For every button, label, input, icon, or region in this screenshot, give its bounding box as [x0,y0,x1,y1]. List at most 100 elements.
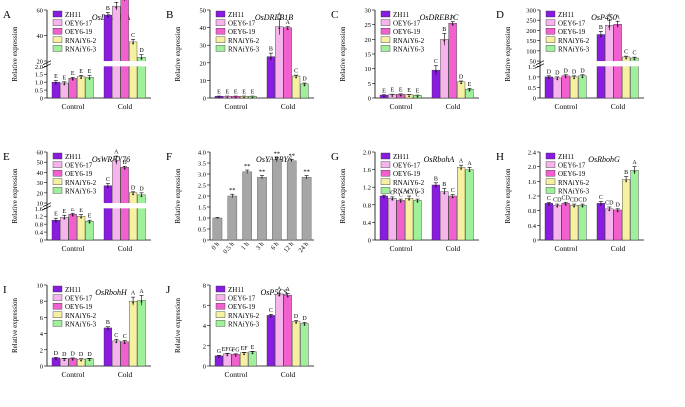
bar [570,204,579,241]
data-point [451,23,454,26]
significance-letter: D [564,68,569,74]
significance-letter: D [294,314,299,320]
axis-break-mark [535,63,545,68]
y-tick-label: 2.0 [528,164,536,171]
bar [292,75,301,99]
y-tick-label: 0 [533,96,536,103]
panel-title: OsDREB1C [420,13,459,22]
bar [137,194,146,241]
bar [553,204,562,241]
y-tick-label: 0 [40,364,43,371]
y-tick-label: 0.5 [528,85,536,92]
x-tick-label: Control [390,244,413,253]
data-point [399,94,402,97]
bar [448,23,457,99]
data-point [295,76,297,79]
data-point [71,358,74,361]
data-point [88,78,91,80]
legend-swatch [52,169,63,177]
significance-letter: A [459,159,464,165]
bar [112,340,121,367]
significance-letter: E [468,82,472,88]
legend-label: ZH11 [228,286,245,294]
legend-swatch [215,28,226,35]
y-tick-label: 0 [40,96,43,103]
bar [596,203,606,241]
panel-letter: I [3,284,7,296]
bar [440,191,449,241]
significance-letter: A [286,20,291,26]
bar [227,195,238,241]
y-tick-label: 8 [40,299,43,306]
significance-letter: A [467,161,472,167]
significance-letter: CD [605,201,614,207]
legend-label: RNAiY6-2 [558,37,590,45]
bar [275,26,284,99]
significance-letter: C [123,334,127,340]
bar [128,192,138,241]
significance-letter: D [139,48,144,54]
y-tick-label: 0.4 [528,223,537,230]
bar [300,323,309,367]
bar [266,56,276,99]
significance-letter: C [114,333,118,339]
significance-letter: C [547,196,551,202]
legend-swatch [52,285,63,293]
legend-swatch [52,36,63,43]
significance-letter: B [442,182,446,188]
significance-letter: C [294,69,298,75]
x-tick-label: 0.5 h [222,240,236,255]
data-point [270,57,272,60]
significance-mark: ** [288,153,295,160]
legend-swatch [52,303,63,310]
bar [212,217,223,241]
significance-letter: D [87,352,92,358]
significance-letter: C [390,190,394,196]
panel-c: C OsDREB1C Relative expression 0 5 10 15 20 25 30… [331,8,479,111]
x-tick-label: Control [62,370,85,379]
legend-label: OEY6-19 [228,28,256,36]
data-point [55,82,57,85]
panel-title: OsDREB1B [255,13,293,22]
data-point [278,27,281,30]
significance-letter: E [234,90,238,96]
legend-label: RNAiY6-2 [228,312,260,320]
bar [292,321,301,367]
bar [405,197,414,241]
x-tick-label: Cold [118,102,133,111]
significance-letter: A [616,15,621,21]
data-point [451,196,454,199]
significance-letter: E [62,209,66,215]
significance-letter: E [79,69,83,75]
significance-mark: ** [274,151,281,158]
x-tick-label: Cold [281,102,296,111]
legend-swatch [545,45,556,52]
data-point [132,193,135,196]
y-tick-label: 250 [526,18,536,25]
significance-letter: D [302,77,307,83]
y-tick-label: 6 [40,315,44,322]
x-tick-label: 0 h [210,240,221,251]
significance-letter: D [302,316,307,322]
legend-label: OEY6-19 [393,28,421,36]
data-point [80,216,82,219]
y-tick-label: 1.2 [363,185,371,192]
x-tick-label: 12 h [283,240,296,254]
y-tick-label: 60 [37,150,44,157]
legend-swatch [545,19,556,26]
significance-letter: E [242,90,246,96]
y-tick-label: 2 [203,343,206,350]
legend-swatch [215,320,226,327]
data-point [278,294,281,297]
panel-title: OsRbohH [95,288,128,297]
significance-letter: CD [578,198,587,204]
legend-label: RNAiY6-3 [228,320,260,328]
data-point [286,28,289,30]
y-axis-label: Relative expression [339,26,347,82]
significance-letter: C [407,190,411,196]
significance-letter: D [139,186,144,192]
panel-f: F OsYABBY6 Relative expression 0 0.5 1.0 1.5 2.… [166,150,314,255]
significance-letter: C [632,51,636,57]
legend-swatch [52,152,63,160]
x-tick-label: Cold [118,370,133,379]
